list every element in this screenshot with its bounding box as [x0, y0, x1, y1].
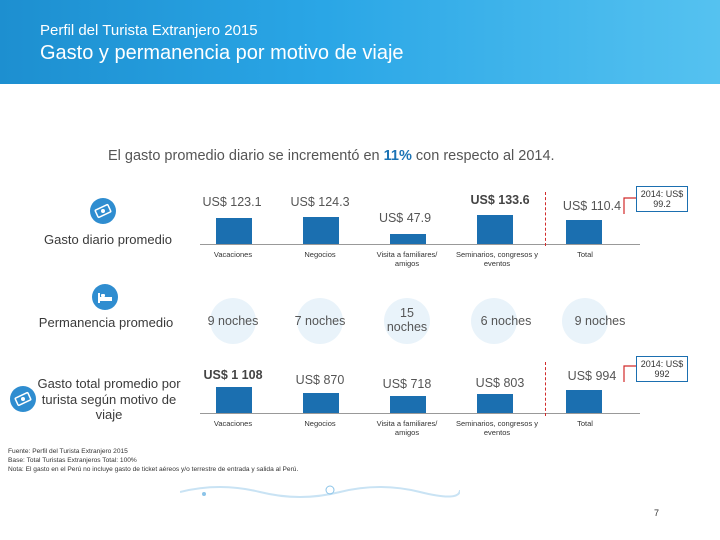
stay-circle-seminarios	[471, 298, 517, 344]
stay-value-total: 9 noches	[574, 314, 626, 328]
stay-value-visita: 15 noches	[386, 306, 428, 334]
daily-bar-seminarios	[477, 215, 513, 244]
total-value-vacaciones: US$ 1 108	[203, 368, 263, 382]
daily-bar-total	[566, 220, 602, 244]
page-number: 7	[654, 508, 660, 518]
total-2014-note: 2014: US$ 992	[636, 356, 688, 382]
daily-value-negocios: US$ 124.3	[290, 195, 350, 209]
stay-value-vacaciones: 9 noches	[207, 314, 259, 328]
summary-after: con respecto al 2014.	[411, 148, 555, 164]
daily-2014-note: 2014: US$ 99.2	[636, 186, 688, 212]
summary-before: El gasto promedio diario se incrementó e…	[108, 148, 384, 164]
daily-cat-seminarios: Seminarios, congresos y eventos	[455, 250, 539, 269]
footer-base: Base: Total Turistas Extranjeros Total: …	[8, 457, 137, 464]
stay-value-seminarios: 6 noches	[480, 314, 532, 328]
header-kicker: Perfil del Turista Extranjero 2015	[40, 22, 258, 39]
daily-baseline	[200, 244, 640, 245]
daily-value-total: US$ 110.4	[562, 199, 622, 213]
header-banner: Perfil del Turista Extranjero 2015 Gasto…	[0, 0, 720, 84]
total-divider	[545, 362, 546, 416]
daily-cat-negocios: Negocios	[304, 250, 336, 259]
daily-bar-vacaciones	[216, 218, 252, 244]
summary-highlight: 11%	[383, 148, 412, 164]
total-baseline	[200, 413, 640, 414]
daily-cat-total: Total	[577, 250, 593, 259]
stay-circle-visita	[384, 298, 430, 344]
daily-cat-visita: Visita a familiares/ amigos	[376, 250, 438, 269]
total-cat-negocios: Negocios	[304, 419, 336, 428]
total-value-seminarios: US$ 803	[475, 376, 525, 390]
bed-icon	[92, 284, 118, 310]
money-icon	[10, 386, 36, 412]
daily-bar-negocios	[303, 217, 339, 244]
total-bar-vacaciones	[216, 387, 252, 413]
daily-divider	[545, 192, 546, 246]
stay-circle-negocios	[297, 298, 343, 344]
total-value-visita: US$ 718	[382, 377, 432, 391]
decorative-wave	[180, 485, 460, 498]
daily-value-vacaciones: US$ 123.1	[202, 195, 262, 209]
stay-value-negocios: 7 noches	[294, 314, 346, 328]
daily-cat-vacaciones: Vacaciones	[213, 250, 253, 259]
total-cat-visita: Visita a familiares/ amigos	[376, 419, 438, 438]
total-bar-seminarios	[477, 394, 513, 413]
stay-circle-vacaciones	[210, 298, 256, 344]
total-value-negocios: US$ 870	[295, 373, 345, 387]
daily-value-seminarios: US$ 133.6	[470, 193, 530, 207]
row-label-daily: Gasto diario promedio	[44, 232, 172, 247]
total-cat-vacaciones: Vacaciones	[213, 419, 253, 428]
stay-circle-total	[562, 298, 608, 344]
page-title: Gasto y permanencia por motivo de viaje	[40, 42, 404, 64]
total-cat-seminarios: Seminarios, congresos y eventos	[455, 419, 539, 438]
total-cat-total: Total	[577, 419, 593, 428]
footer-note: Nota: El gasto en el Perú no incluye gas…	[8, 466, 299, 473]
row-label-stay: Permanencia promedio	[38, 315, 174, 330]
footer-source: Fuente: Perfil del Turista Extranjero 20…	[8, 448, 128, 455]
row-label-total: Gasto total promedio por turista según m…	[37, 376, 181, 423]
total-bar-visita	[390, 396, 426, 413]
summary-text: El gasto promedio diario se incrementó e…	[108, 148, 555, 164]
total-bar-negocios	[303, 393, 339, 413]
total-bar-total	[566, 390, 602, 413]
money-icon	[90, 198, 116, 224]
daily-bar-visita	[390, 234, 426, 244]
total-value-total: US$ 994	[567, 369, 617, 383]
daily-value-visita: US$ 47.9	[378, 211, 432, 225]
